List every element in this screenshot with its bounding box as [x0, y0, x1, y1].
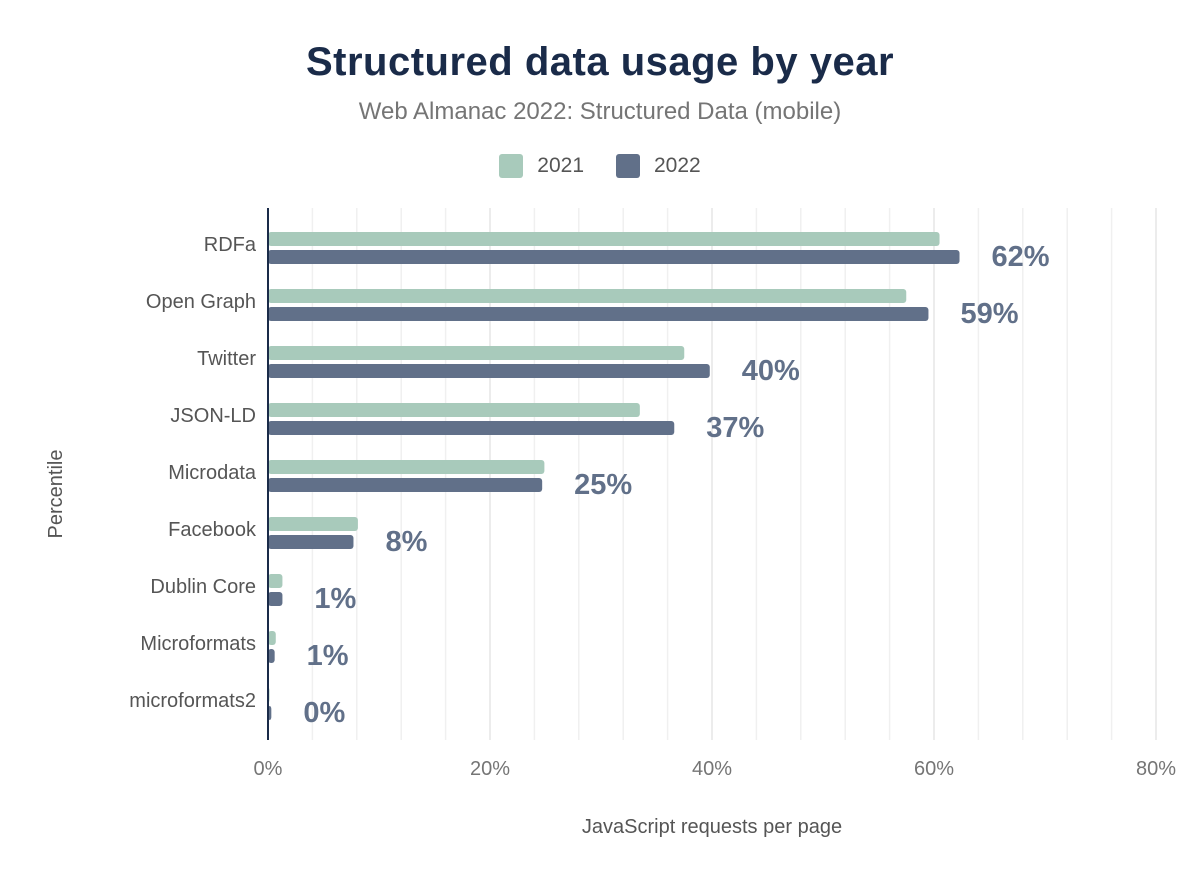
data-label: 59%	[960, 298, 1018, 330]
bar-2022	[268, 250, 960, 264]
legend-label-2021: 2021	[537, 154, 584, 177]
bar-2021	[268, 631, 276, 645]
legend-label-2022: 2022	[654, 154, 701, 177]
chart-subtitle: Web Almanac 2022: Structured Data (mobil…	[358, 98, 842, 125]
chart-title: Structured data usage by year	[305, 40, 895, 84]
bar-2021	[268, 574, 283, 588]
category-label: Dublin Core	[150, 576, 256, 598]
legend-item-2021[interactable]: 2021	[499, 154, 584, 178]
bar-2021	[268, 232, 940, 246]
bar-2022	[268, 421, 675, 435]
bar-2022	[268, 307, 929, 321]
data-label: 62%	[992, 241, 1050, 273]
bar-2022	[268, 592, 283, 606]
data-label: 25%	[574, 469, 632, 501]
bar-2022	[268, 364, 710, 378]
bar-2021	[268, 403, 640, 417]
x-tick-label: 40%	[692, 758, 732, 780]
y-axis-label: Percentile	[45, 450, 67, 539]
bar-2022	[268, 535, 354, 549]
x-tick-label: 0%	[254, 758, 283, 780]
x-tick-label: 20%	[470, 758, 510, 780]
category-label: JSON-LD	[170, 405, 256, 427]
data-label: 1%	[307, 640, 349, 672]
bar-2021	[268, 460, 545, 474]
category-label: Microformats	[140, 633, 256, 655]
data-label: 37%	[706, 412, 764, 444]
x-tick-label: 60%	[914, 758, 954, 780]
data-label: 1%	[314, 583, 356, 615]
data-label: 0%	[303, 697, 345, 729]
legend: 2021 2022	[0, 154, 1200, 178]
bar-2022	[268, 649, 275, 663]
bar-2021	[268, 517, 358, 531]
category-label: RDFa	[204, 234, 257, 256]
x-axis-label: JavaScript requests per page	[582, 816, 842, 838]
data-label: 40%	[742, 355, 800, 387]
category-label: Open Graph	[146, 291, 256, 313]
category-label: Twitter	[197, 348, 256, 370]
legend-item-2022[interactable]: 2022	[616, 154, 701, 178]
data-label: 8%	[385, 526, 427, 558]
category-label: Facebook	[168, 519, 257, 541]
legend-swatch-2021	[499, 154, 524, 178]
bar-2021	[268, 346, 685, 360]
bar-2021	[268, 289, 907, 303]
bar-2022	[268, 478, 543, 492]
x-tick-label: 80%	[1136, 758, 1176, 780]
legend-swatch-2022	[616, 154, 640, 178]
category-label: microformats2	[129, 690, 256, 712]
category-label: Microdata	[168, 462, 257, 484]
